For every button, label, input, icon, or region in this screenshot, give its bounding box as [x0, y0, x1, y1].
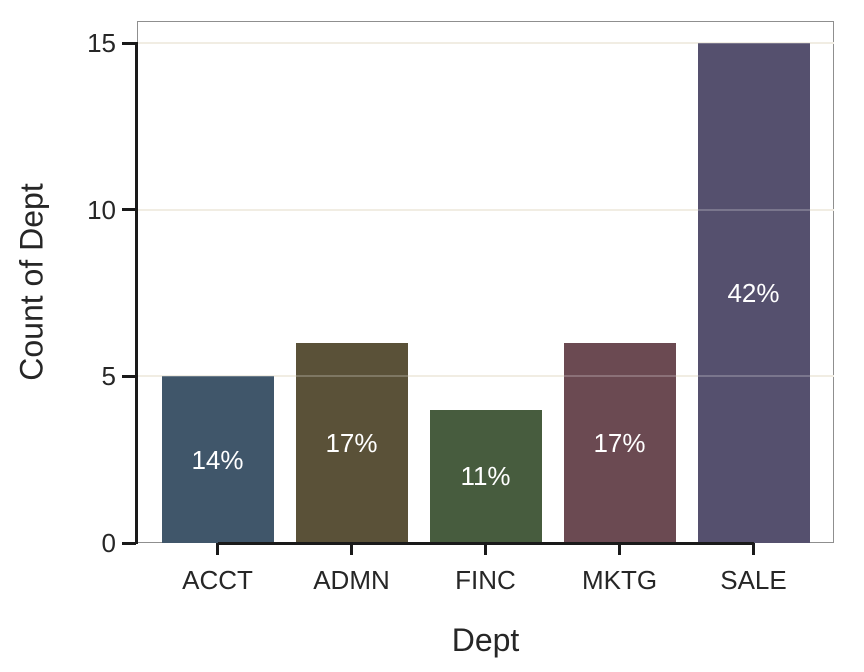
- y-axis-line: [135, 42, 138, 544]
- x-axis-title: Dept: [451, 622, 520, 658]
- x-tick-label-sale: SALE: [720, 565, 787, 595]
- gridline: [137, 42, 834, 44]
- gridline: [137, 208, 834, 211]
- gridline-overlay: [137, 42, 834, 44]
- y-tick: [122, 41, 136, 45]
- bar-acct: 14%: [161, 376, 274, 543]
- x-tick-label-admn: ADMN: [313, 565, 390, 595]
- gridline-overlay: [137, 208, 834, 211]
- x-axis-line: [217, 541, 754, 545]
- bar-sale: 42%: [697, 43, 810, 543]
- x-tick-label-acct: ACCT: [182, 565, 253, 595]
- bar-mktg: 17%: [563, 343, 676, 543]
- y-tick-label-0: 0: [101, 528, 116, 558]
- bar-label-finc: 11%: [460, 461, 511, 492]
- y-tick: [122, 541, 136, 545]
- y-tick-label-15: 15: [87, 28, 116, 58]
- bar-label-sale: 42%: [727, 278, 780, 308]
- x-tick-label-finc: FINC: [455, 565, 516, 595]
- bar-label-admn: 17%: [325, 428, 378, 458]
- y-tick: [122, 208, 136, 212]
- gridline-overlay: [137, 375, 834, 378]
- y-tick-label-10: 10: [87, 194, 116, 225]
- x-tick: [484, 543, 487, 555]
- bar-admn: 17%: [295, 343, 408, 543]
- x-tick: [350, 543, 353, 555]
- y-tick-label-5: 5: [101, 361, 116, 392]
- x-tick-label-mktg: MKTG: [581, 565, 658, 595]
- x-tick: [752, 543, 755, 555]
- bar-finc: 11%: [429, 409, 542, 543]
- gridline: [137, 375, 834, 378]
- bar-label-mktg: 17%: [593, 428, 646, 458]
- bar-label-acct: 14%: [191, 444, 244, 475]
- x-tick: [618, 543, 621, 555]
- y-tick: [122, 374, 136, 378]
- x-tick: [216, 543, 219, 555]
